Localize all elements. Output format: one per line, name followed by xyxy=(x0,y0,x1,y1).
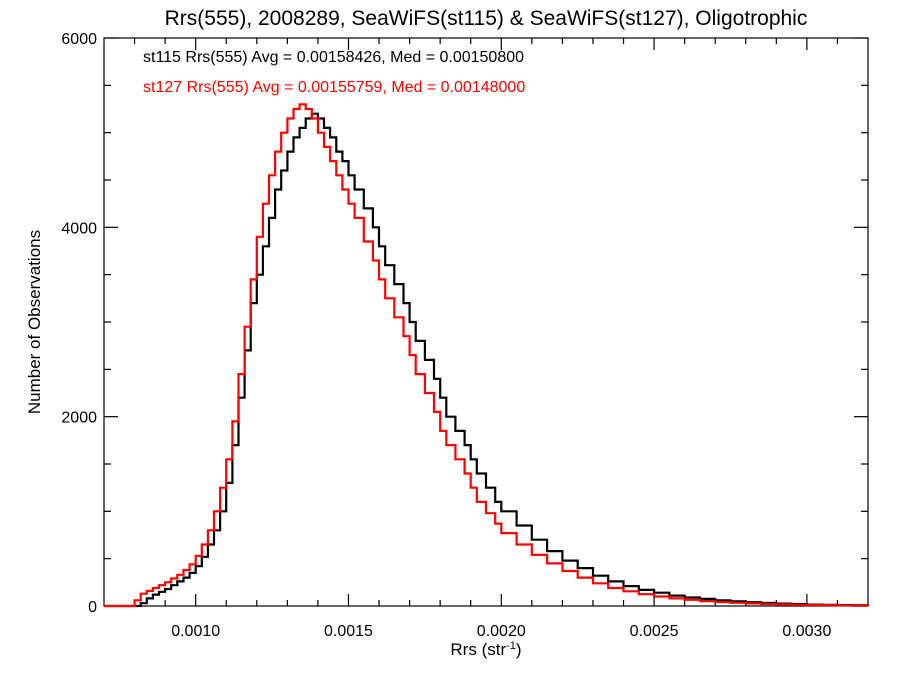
x-tick-label: 0.0015 xyxy=(324,623,373,640)
x-tick-label: 0.0025 xyxy=(630,623,679,640)
series-line-st115 xyxy=(104,112,870,608)
x-tick-label: 0.0030 xyxy=(782,623,831,640)
y-tick-label: 4000 xyxy=(61,220,97,237)
axis-ticks xyxy=(104,37,868,607)
y-tick-label: 0 xyxy=(88,599,97,616)
annotation-st127: st127 Rrs(555) Avg = 0.00155759, Med = 0… xyxy=(143,79,525,96)
series-lines xyxy=(104,103,870,608)
x-axis-label-sup: -1 xyxy=(506,640,516,652)
annotation-st115: st115 Rrs(555) Avg = 0.00158426, Med = 0… xyxy=(143,49,524,66)
x-tick-label: 0.0010 xyxy=(171,623,220,640)
chart-title: Rrs(555), 2008289, SeaWiFS(st115) & SeaW… xyxy=(165,7,808,30)
y-axis-label: Number of Observations xyxy=(25,230,44,414)
y-tick-label: 6000 xyxy=(61,31,97,48)
x-axis-label: Rrs (str-1) xyxy=(450,640,521,659)
x-axis-label-main: Rrs (str xyxy=(450,640,506,659)
x-tick-label: 0.0020 xyxy=(477,623,526,640)
y-tick-label: 2000 xyxy=(61,410,97,427)
tick-labels: 0.0010 0.0015 0.0020 0.0025 0.0030 0 2000 4000 6… xyxy=(61,31,831,640)
x-axis-label-close: ) xyxy=(516,640,522,659)
plot-frame xyxy=(103,37,869,607)
series-line-st127 xyxy=(104,103,870,608)
